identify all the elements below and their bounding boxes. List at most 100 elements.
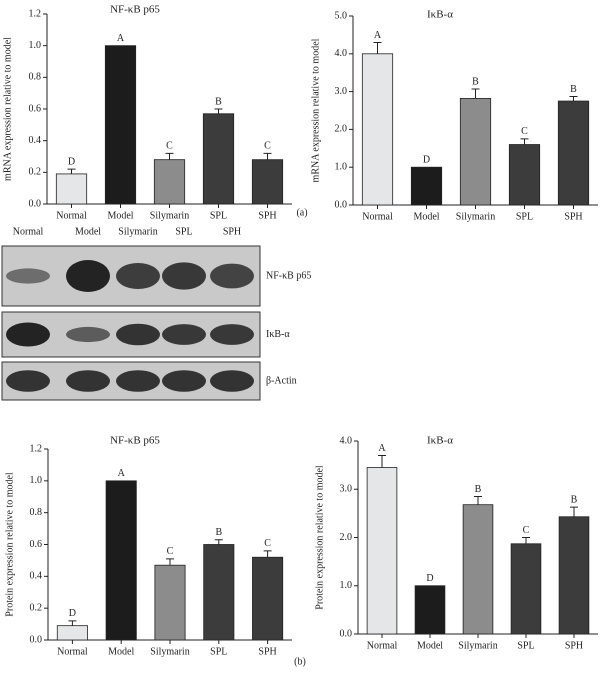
blot-band xyxy=(116,323,160,346)
error-bar xyxy=(68,620,77,626)
significance-letter: C xyxy=(167,546,174,557)
y-tick-label: 0.0 xyxy=(29,198,42,209)
error-bar xyxy=(67,168,76,174)
y-tick-label: 0.4 xyxy=(30,571,43,582)
bar xyxy=(557,100,590,206)
x-tick-label: SPL xyxy=(210,646,227,657)
y-tick-label: 0.2 xyxy=(30,602,43,613)
bar xyxy=(56,625,88,641)
blot-band xyxy=(162,324,206,345)
significance-letter: C xyxy=(264,141,271,152)
y-axis-label: Protein expression relative to model xyxy=(4,472,15,617)
blot-band xyxy=(162,370,206,392)
panel-label: (a) xyxy=(296,207,307,218)
significance-letter: A xyxy=(378,443,386,454)
y-tick-label: 0.8 xyxy=(30,507,43,518)
y-tick-label: 0.0 xyxy=(340,628,353,639)
error-bar xyxy=(471,88,480,99)
significance-letter: C xyxy=(264,538,271,549)
bar xyxy=(410,166,443,206)
error-bar xyxy=(378,454,386,468)
lane-label: Normal xyxy=(13,226,44,237)
significance-letter: D xyxy=(423,154,430,165)
x-tick-label: Model xyxy=(417,640,443,651)
y-tick-label: 1.0 xyxy=(340,580,353,591)
significance-letter: A xyxy=(117,33,125,44)
y-tick-label: 0.6 xyxy=(29,103,42,114)
y-tick-label: 2.0 xyxy=(335,124,348,135)
bar xyxy=(153,159,186,205)
y-tick-label: 0.0 xyxy=(335,199,348,210)
x-tick-label: SPH xyxy=(565,640,583,651)
x-tick-label: Silymarin xyxy=(458,640,497,651)
lane-label: SPH xyxy=(223,226,241,237)
bar xyxy=(203,544,235,641)
y-tick-label: 1.2 xyxy=(30,443,43,454)
bar xyxy=(414,585,446,635)
y-tick-label: 1.0 xyxy=(335,161,348,172)
error-bar xyxy=(263,550,272,558)
significance-letter: D xyxy=(426,573,433,584)
x-tick-label: SPL xyxy=(517,640,534,651)
western-blot: Normal Model Silymarin SPL SPH NF-κB p65 IκB-α… xyxy=(1,226,311,401)
error-bar xyxy=(522,537,530,544)
y-tick-label: 1.0 xyxy=(29,40,42,51)
error-bar xyxy=(165,152,174,160)
x-tick-label: Silymarin xyxy=(456,211,495,222)
bar xyxy=(251,159,284,205)
error-bar xyxy=(214,539,223,545)
y-tick-label: 0.8 xyxy=(29,72,42,83)
blot-band xyxy=(210,324,254,345)
bar xyxy=(202,113,235,205)
significance-letter: D xyxy=(69,608,76,619)
blot-band xyxy=(66,370,110,392)
x-tick-label: Silymarin xyxy=(150,210,189,221)
x-tick-label: SPL xyxy=(210,210,227,221)
bar xyxy=(55,173,88,205)
bar xyxy=(105,480,137,641)
significance-letter: B xyxy=(570,84,577,95)
y-tick-label: 5.0 xyxy=(335,10,348,21)
error-bar xyxy=(570,506,578,517)
row-label: IκB-α xyxy=(266,329,290,340)
blot-band xyxy=(66,326,110,343)
significance-letter: A xyxy=(374,30,382,41)
row-label: β-Actin xyxy=(266,375,297,386)
bar xyxy=(508,144,541,206)
y-tick-label: 0.6 xyxy=(30,539,43,550)
error-bar xyxy=(373,41,382,54)
error-bar xyxy=(569,96,578,102)
blot-band xyxy=(210,263,254,289)
y-axis-label: mRNA expression relative to model xyxy=(2,37,13,181)
x-tick-label: SPH xyxy=(258,210,276,221)
x-tick-label: Model xyxy=(413,211,439,222)
y-tick-label: 3.0 xyxy=(335,86,348,97)
y-axis-label: Protein expression relative to model xyxy=(314,465,325,610)
error-bar xyxy=(520,138,529,145)
y-tick-label: 1.0 xyxy=(30,475,43,486)
significance-letter: B xyxy=(571,494,578,505)
significance-letter: A xyxy=(118,468,126,479)
significance-letter: C xyxy=(166,141,173,152)
bar xyxy=(104,45,137,205)
x-tick-label: Normal xyxy=(362,211,393,222)
blot-band xyxy=(116,263,160,289)
panel-label: (b) xyxy=(294,656,306,667)
blot-band xyxy=(6,370,50,392)
bar xyxy=(361,53,394,206)
significance-letter: B xyxy=(215,96,222,107)
x-tick-label: SPL xyxy=(516,211,533,222)
bar xyxy=(366,467,398,635)
y-tick-label: 0.2 xyxy=(29,167,42,178)
y-tick-label: 2.0 xyxy=(340,532,353,543)
x-tick-label: SPH xyxy=(258,646,276,657)
y-tick-label: 3.0 xyxy=(340,484,353,495)
significance-letter: B xyxy=(475,484,482,495)
blot-band xyxy=(116,370,160,392)
error-bar xyxy=(474,495,482,505)
bar xyxy=(558,516,590,635)
y-tick-label: 0.0 xyxy=(30,634,43,645)
y-tick-label: 4.0 xyxy=(340,435,353,446)
bar xyxy=(459,98,492,206)
blot-band xyxy=(66,260,110,292)
